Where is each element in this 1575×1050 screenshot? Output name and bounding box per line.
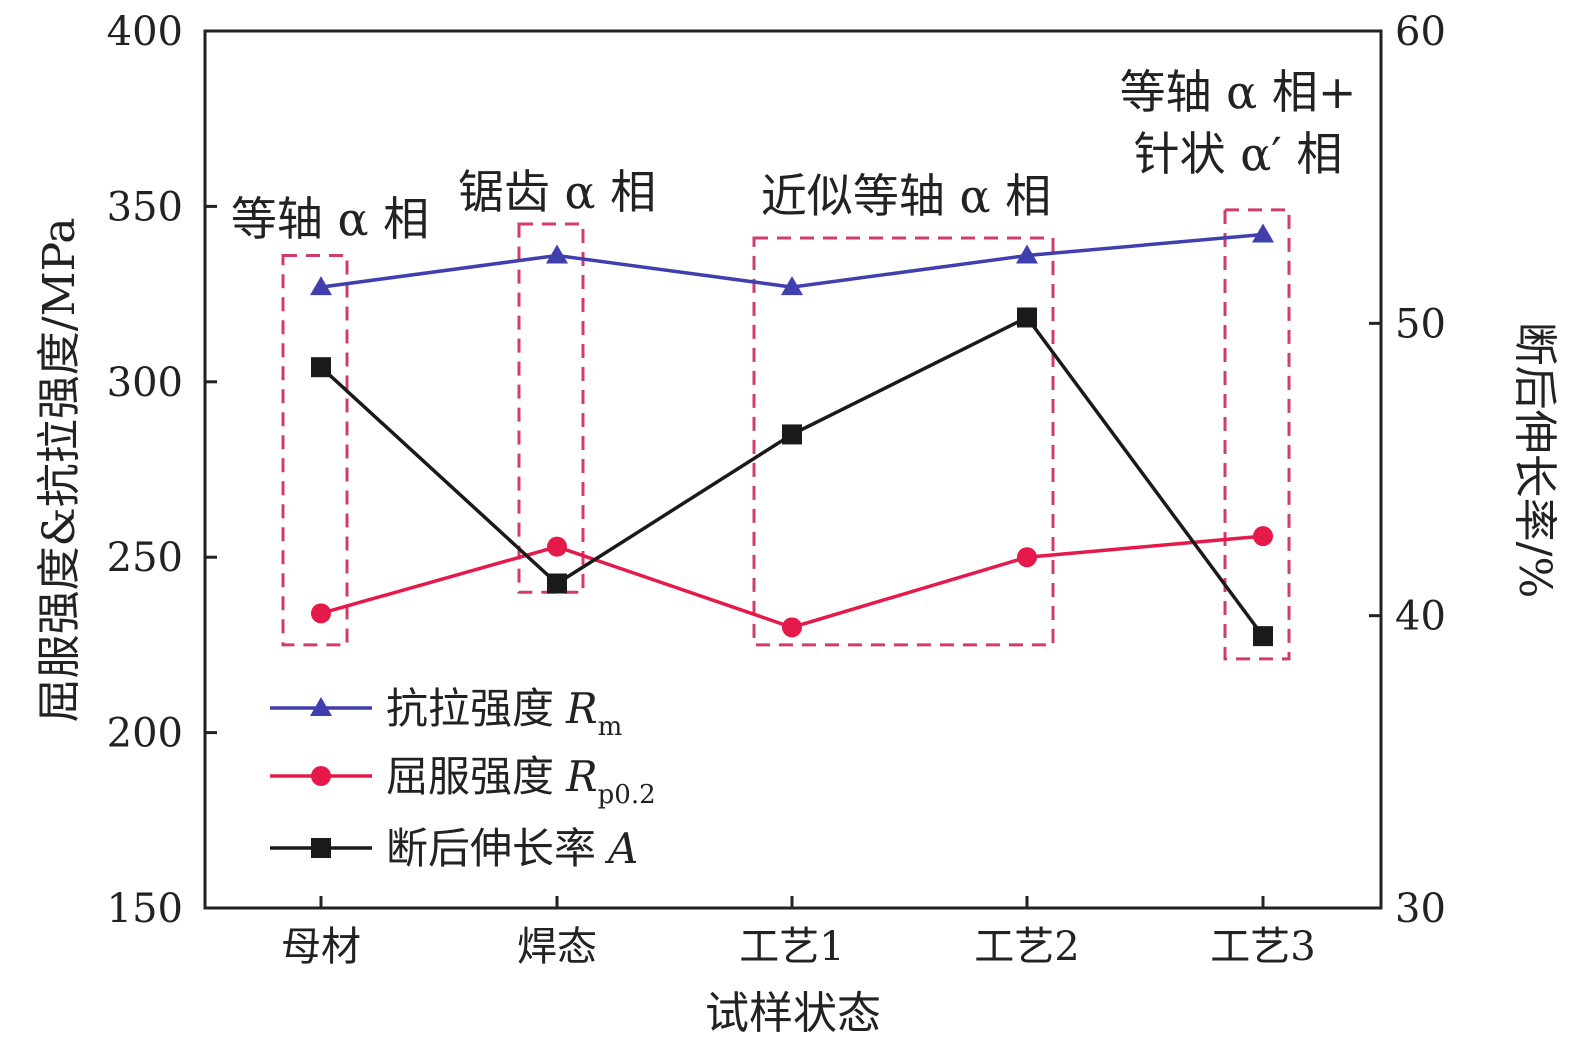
y-tick-label-right: 60 — [1395, 9, 1446, 55]
data-point-square — [1017, 307, 1037, 328]
legend-marker-circle — [311, 766, 331, 786]
legend-label-symbol: R — [565, 752, 598, 801]
data-point-square — [782, 424, 802, 445]
phase-annotation: 等轴 α 相 — [231, 192, 429, 246]
series — [310, 223, 1274, 647]
y-axis-title-right: 断后伸长率/% — [1509, 322, 1560, 599]
legend-marker-square — [311, 838, 331, 858]
y-tick-label-left: 150 — [107, 886, 183, 932]
phase-annotation: 针状 α′ 相 — [1134, 127, 1343, 181]
data-point-circle — [1253, 526, 1273, 547]
legend-label-symbol: A — [604, 824, 638, 873]
y-tick-label-left: 400 — [107, 9, 183, 55]
legend-label-name: 屈服强度 — [386, 752, 554, 801]
y-axis-title-left: 屈服强度&抗拉强度/MPa — [34, 218, 85, 723]
y-tick-label-right: 40 — [1395, 594, 1446, 640]
y-tick-label-left: 200 — [107, 711, 183, 757]
data-point-triangle — [1016, 244, 1038, 264]
legend-label-symbol: R — [565, 684, 598, 733]
data-point-circle — [547, 536, 567, 557]
highlight-box — [281, 254, 349, 647]
x-axis-title: 试样状态 — [705, 988, 881, 1039]
phase-annotation: 近似等轴 α 相 — [761, 169, 1051, 223]
highlight-box — [1223, 208, 1291, 661]
y-tick-label-left: 300 — [107, 360, 183, 406]
phase-annotation: 等轴 α 相+ — [1120, 65, 1357, 119]
annotations: 等轴 α 相锯齿 α 相 近似等轴 α 相 等轴 α 相+ 针状 α′ 相 — [231, 65, 1357, 246]
x-tick-label: 母材 — [281, 924, 361, 970]
legend-label: 屈服强度 Rp0.2 — [386, 752, 656, 810]
legend-label-name: 断后伸长率 — [386, 824, 596, 873]
x-tick-label: 工艺2 — [974, 924, 1079, 970]
legend-label-subscript: m — [598, 712, 623, 742]
y-tick-label-left: 350 — [107, 184, 183, 230]
legend-label: 抗拉强度 Rm — [386, 684, 622, 742]
data-point-square — [547, 573, 567, 594]
data-point-circle — [1017, 547, 1037, 568]
data-point-triangle — [1252, 223, 1274, 243]
highlight-box — [752, 236, 1055, 647]
legend-label: 断后伸长率 A — [386, 824, 638, 873]
legend-marker-triangle — [310, 697, 332, 716]
series-line-circle — [320, 534, 1264, 630]
x-tick-label: 工艺1 — [739, 924, 844, 970]
data-point-square — [311, 357, 331, 378]
data-point-triangle — [310, 276, 332, 296]
data-point-triangle — [781, 276, 803, 296]
y-tick-label-right: 30 — [1395, 886, 1446, 932]
y-tick-label-left: 250 — [107, 535, 183, 581]
data-point-square — [1253, 626, 1273, 647]
y-tick-label-right: 50 — [1395, 301, 1446, 347]
highlight-box — [517, 222, 585, 594]
series-line-square — [319, 315, 1265, 638]
axes: 150 200 250 300 350 400 30 40 50 60 母材 焊态 工艺1 工艺2 工艺3 — [107, 9, 1446, 970]
phase-annotation: 锯齿 α 相 — [458, 165, 656, 219]
legend-label-subscript: p0.2 — [598, 780, 656, 810]
legend-label-name: 抗拉强度 — [386, 684, 554, 733]
data-point-circle — [782, 617, 802, 638]
x-tick-label: 焊态 — [517, 924, 597, 970]
data-point-triangle — [546, 244, 568, 264]
x-tick-label: 工艺3 — [1210, 924, 1315, 970]
data-point-circle — [311, 603, 331, 624]
